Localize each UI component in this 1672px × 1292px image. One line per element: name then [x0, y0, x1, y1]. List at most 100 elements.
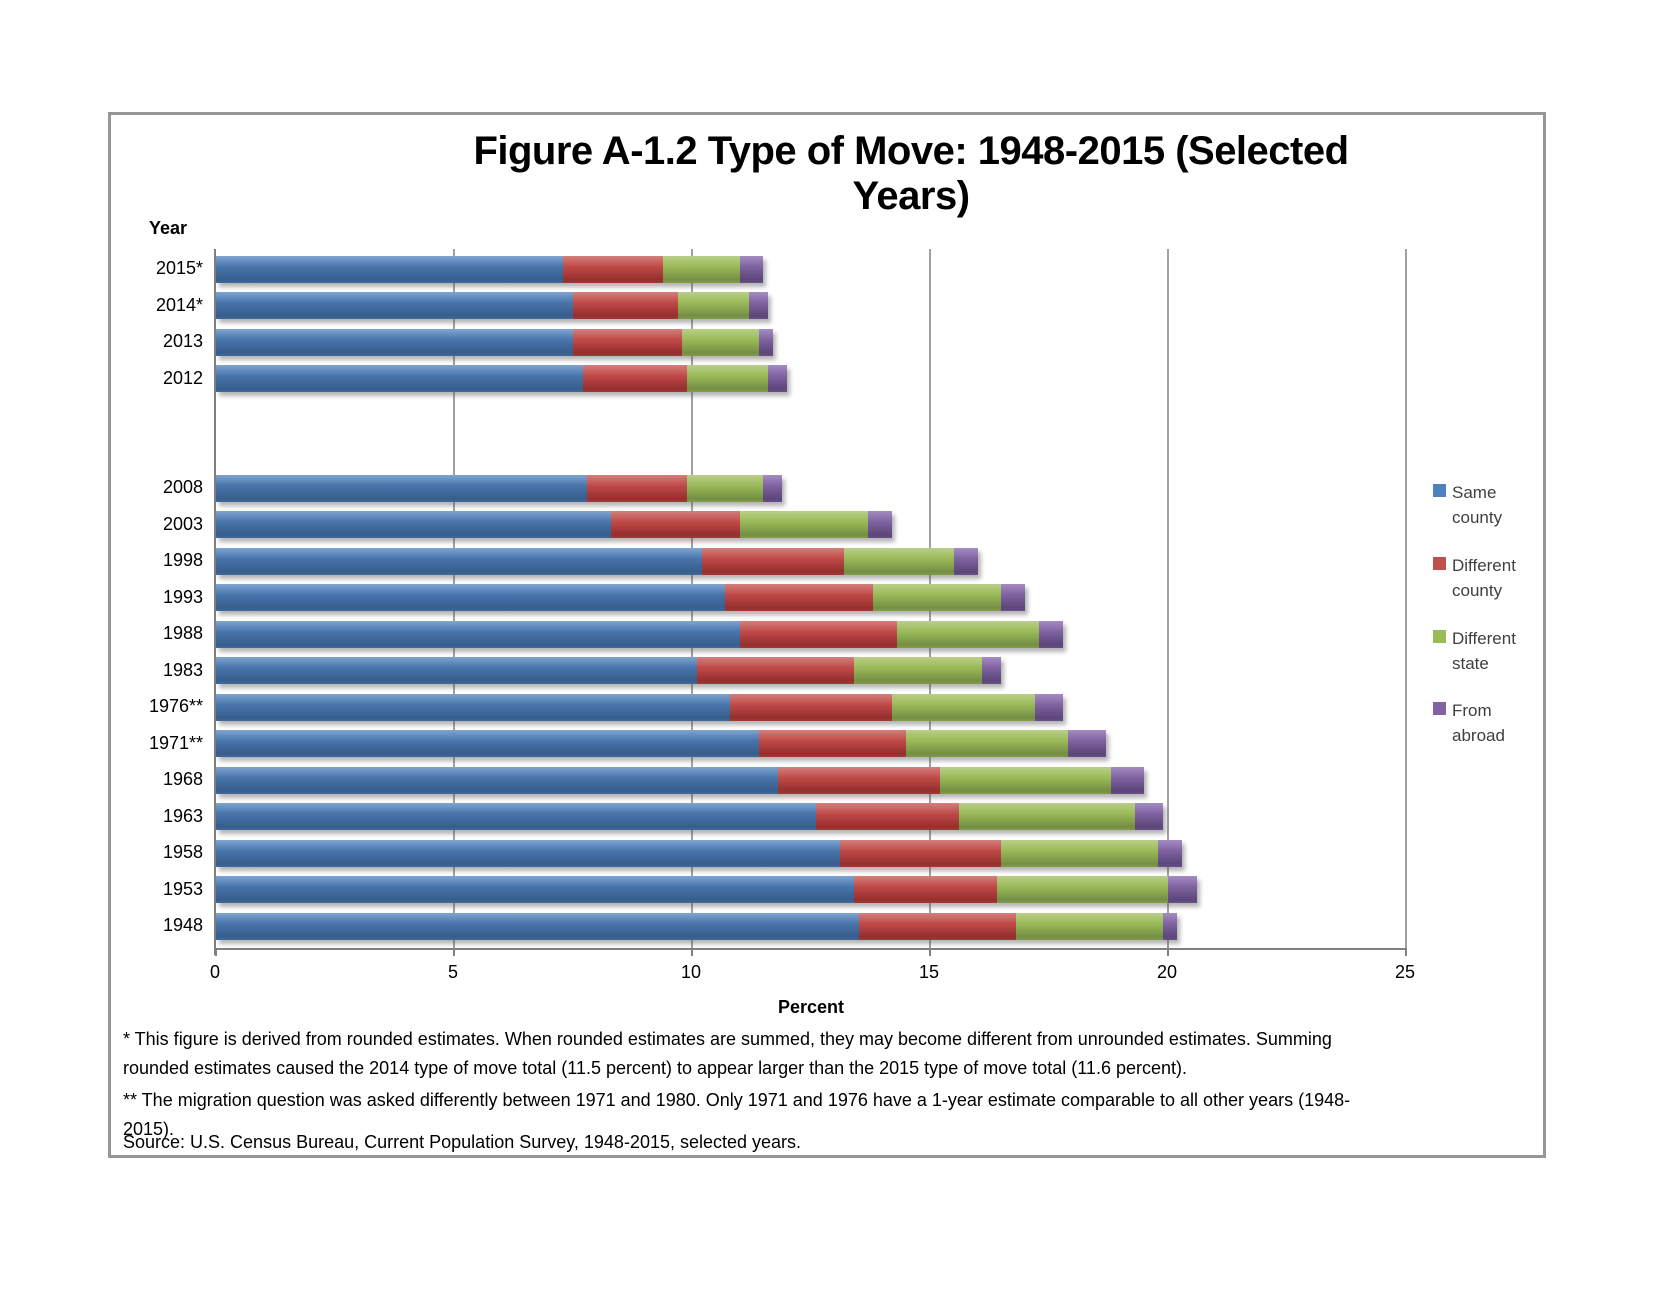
bar-segment-different-state [739, 511, 869, 538]
bar-segment-different-state [1015, 912, 1164, 940]
figure-box: Figure A-1.2 Type of Move: 1948-2015 (Se… [108, 112, 1546, 1158]
x-axis-tick [453, 948, 455, 956]
bar-segment-different-county [839, 839, 1002, 867]
bar-segment-different-state [663, 255, 740, 283]
bar-segment-different-state [687, 474, 764, 502]
bar-segment-different-county [587, 474, 688, 502]
year-tick-label: 1988 [162, 623, 203, 643]
bar-segment-same-county [216, 912, 859, 940]
bar-row-1976 [216, 693, 1064, 721]
year-tick-label: 1993 [162, 586, 203, 607]
bar-row-2015 [216, 255, 764, 283]
x-tick-label: 0 [209, 962, 220, 982]
year-tick-label: 2003 [162, 513, 203, 534]
x-tick-label: 10 [680, 962, 702, 982]
bar-segment-different-state [958, 803, 1135, 830]
bar-segment-different-county [730, 693, 892, 721]
year-tick-label: 1968 [162, 769, 203, 789]
bar-segment-from-abroad [749, 292, 769, 319]
bar-row-1998 [216, 547, 978, 575]
x-tick-label: 25 [1394, 962, 1416, 982]
bar-segment-different-state [682, 328, 759, 356]
legend-swatch [1433, 702, 1446, 715]
x-axis-line [214, 948, 1407, 950]
bar-segment-same-county [216, 839, 840, 867]
legend-item-from-abroad: From abroad [1433, 699, 1538, 748]
year-tick-label: 2012 [162, 367, 203, 388]
source-note: Source: U.S. Census Bureau, Current Popu… [123, 1132, 802, 1152]
year-tick-label: 1953 [162, 878, 203, 899]
x-axis-tick [691, 948, 693, 956]
footnote-migration: ** The migration question was asked diff… [123, 1090, 1351, 1139]
plot-area: 0 5 10 15 20 25 2015* 2014* 2013 2012 2008 2003 1998… [111, 115, 1543, 1155]
bar-segment-different-state [687, 365, 769, 392]
bar-segment-different-state [844, 547, 954, 575]
bar-segment-same-county [216, 328, 573, 356]
bar-segment-different-county [701, 547, 845, 575]
bar-row-1968 [216, 766, 1145, 794]
legend-swatch [1433, 484, 1446, 497]
footnote-rounding: * This figure is derived from rounded es… [123, 1029, 1332, 1078]
bar-segment-from-abroad [953, 547, 978, 575]
legend-swatch [1433, 557, 1446, 570]
bar-segment-different-state [996, 876, 1168, 903]
bar-segment-different-state [891, 693, 1035, 721]
year-tick-label: 1998 [162, 550, 203, 570]
bar-segment-from-abroad [1167, 876, 1197, 903]
year-tick-label: 1963 [162, 805, 203, 826]
bar-row-1993 [216, 584, 1026, 611]
bar-segment-different-county [696, 657, 854, 684]
bar-segment-different-county [573, 328, 683, 356]
x-tick-label: 5 [447, 962, 458, 982]
bar-row-1963 [216, 803, 1164, 830]
bar-segment-different-county [573, 292, 678, 319]
bar-segment-from-abroad [768, 365, 788, 392]
legend-label: Different state [1452, 629, 1516, 673]
bar-segment-from-abroad [1068, 730, 1107, 757]
bar-segment-from-abroad [758, 328, 773, 356]
bar-segment-from-abroad [1158, 839, 1183, 867]
bar-segment-same-county [216, 803, 816, 830]
bar-segment-from-abroad [1134, 803, 1164, 830]
bar-row-2014 [216, 292, 769, 319]
bar-segment-same-county [216, 547, 702, 575]
bar-segment-same-county [216, 292, 573, 319]
year-tick-label: 2015* [155, 258, 203, 278]
legend-label: From abroad [1452, 701, 1505, 745]
bar-segment-from-abroad [868, 511, 892, 538]
legend-item-different-state: Different state [1433, 627, 1538, 676]
year-tick-label: 2008 [162, 477, 203, 497]
legend-label: Different county [1452, 556, 1516, 600]
x-axis-tick [1167, 948, 1169, 956]
bar-segment-different-state [872, 584, 1002, 611]
bar-segment-different-county [739, 620, 897, 648]
legend-label: Same county [1452, 483, 1503, 527]
bar-row-1948 [216, 912, 1178, 940]
bar-row-2008 [216, 474, 783, 502]
legend-swatch [1433, 630, 1446, 643]
x-axis-title: Percent [777, 997, 845, 1017]
bar-segment-different-state [677, 292, 750, 319]
bar-row-2013 [216, 328, 773, 356]
gridline [1167, 249, 1169, 948]
bar-segment-same-county [216, 474, 588, 502]
year-tick-label: 1983 [162, 659, 203, 680]
bar-segment-from-abroad [1163, 912, 1178, 940]
bar-segment-same-county [216, 766, 778, 794]
bar-segment-same-county [216, 693, 731, 721]
x-tick-label: 15 [918, 962, 940, 982]
bar-row-1958 [216, 839, 1183, 867]
year-tick-label: 2014* [155, 294, 203, 315]
bar-segment-same-county [216, 365, 583, 392]
bar-segment-different-state [853, 657, 983, 684]
bar-segment-from-abroad [1110, 766, 1145, 794]
bar-segment-same-county [216, 876, 854, 903]
plot-right-border [1405, 249, 1407, 948]
bar-segment-different-county [853, 876, 997, 903]
bar-row-1983 [216, 657, 1002, 684]
y-axis-title: Year [149, 218, 188, 238]
bar-segment-same-county [216, 620, 740, 648]
bar-segment-different-county [758, 730, 907, 757]
bar-segment-from-abroad [739, 255, 764, 283]
bar-segment-different-state [939, 766, 1111, 794]
